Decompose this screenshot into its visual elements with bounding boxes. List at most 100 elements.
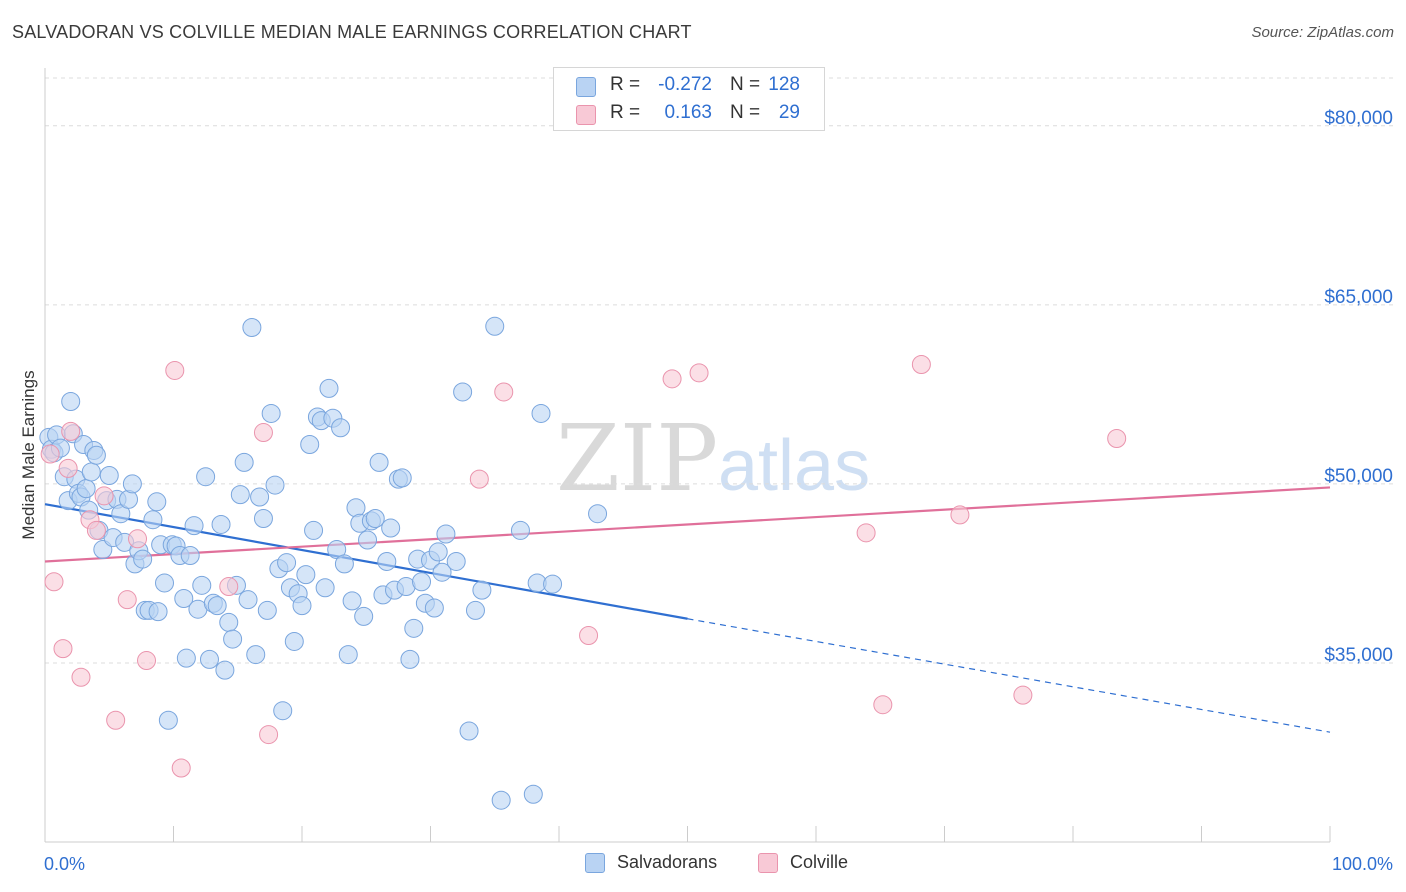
data-point [284,631,304,651]
data-point [273,701,293,721]
watermark-zip: ZIP [556,405,718,512]
data-point [588,504,608,524]
data-point [76,479,96,499]
data-point [53,639,73,659]
data-point [950,505,970,525]
data-point [494,382,514,402]
data-point [158,710,178,730]
data-point [412,572,432,592]
data-point [424,598,444,618]
data-point [342,591,362,611]
data-point [44,572,64,592]
legend-label: Salvadorans [617,852,718,872]
data-point [510,520,530,540]
data-point [531,403,551,423]
data-point [99,466,119,486]
data-point [155,573,175,593]
data-point [485,316,505,336]
data-point [257,600,277,620]
data-point [472,580,492,600]
data-point [365,508,385,528]
stats-legend: R = -0.272 N = 128 R = 0.163 N = 29 [553,67,825,131]
r-label: R = [610,102,641,123]
data-point [219,577,239,597]
data-point [296,565,316,585]
trend-line-extrapolated [687,618,1331,733]
series-colville [40,355,1127,778]
data-point [338,645,358,665]
chart-title: SALVADORAN VS COLVILLE MEDIAN MALE EARNI… [12,22,692,42]
data-point [94,486,114,506]
r-value: 0.163 [664,102,712,123]
data-point [143,510,163,530]
data-point [253,508,273,528]
data-point [61,392,81,412]
data-point [40,444,60,464]
data-point [369,452,389,472]
y-tick-label: $65,000 [1324,287,1393,308]
n-value: 29 [778,102,800,123]
trend-line [44,486,1331,563]
n-value: 128 [768,74,800,95]
data-point [543,574,563,594]
data-point [192,575,212,595]
x-tick-label: 0.0% [44,854,85,874]
data-point [165,360,185,380]
data-point [122,474,142,494]
y-tick-label: $35,000 [1324,645,1393,666]
data-point [856,523,876,543]
data-point [215,660,235,680]
r-label: R = [610,74,641,95]
data-point [662,369,682,389]
data-point [219,612,239,632]
data-point [265,475,285,495]
data-point [446,551,466,571]
stats-row-colville: R = 0.163 N = 29 [554,100,824,130]
watermark: ZIP atlas [556,405,870,512]
data-point [404,618,424,638]
data-point [358,530,378,550]
stats-row-salvadorans: R = -0.272 N = 128 [554,72,824,102]
r-value: -0.272 [658,74,712,95]
data-point [331,418,351,438]
data-point [242,317,262,337]
data-point [253,423,273,443]
data-point [86,445,106,465]
data-point [469,469,489,489]
data-point [230,485,250,505]
data-point [71,667,91,687]
data-point [238,590,258,610]
data-point [211,514,231,534]
y-tick-label: $80,000 [1324,108,1393,129]
data-point [436,524,456,544]
data-point [261,403,281,423]
data-point [354,606,374,626]
data-point [392,468,412,488]
data-point [277,553,297,573]
data-point [246,645,266,665]
data-point [381,518,401,538]
data-point [377,551,397,571]
n-label: N = [730,102,761,123]
watermark-atlas: atlas [718,426,870,506]
data-point [58,458,78,478]
data-point [873,695,893,715]
blue-swatch-icon [585,853,605,873]
data-point [453,382,473,402]
data-point [315,578,335,598]
data-point [86,520,106,540]
data-point [689,363,709,383]
data-point [61,421,81,441]
data-point [400,649,420,669]
data-point [171,758,191,778]
n-label: N = [730,74,761,95]
data-point [119,489,139,509]
data-point [459,721,479,741]
data-point [223,629,243,649]
data-point [137,651,157,671]
data-point [117,590,137,610]
data-point [465,600,485,620]
data-point [196,467,216,487]
source-credit: Source: ZipAtlas.com [1251,24,1394,41]
